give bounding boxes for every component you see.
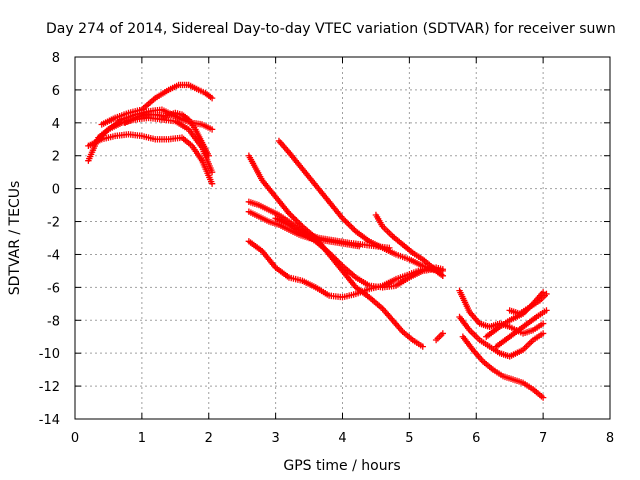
data-point (439, 330, 447, 337)
y-tick-label: -14 (39, 413, 60, 428)
data-point (208, 126, 216, 133)
x-tick-label: 2 (205, 431, 213, 446)
y-tick-label: -2 (47, 216, 60, 231)
series-arc-4 (98, 81, 216, 128)
data-point (343, 219, 351, 226)
y-tick-label: -6 (47, 281, 60, 296)
y-tick-label: 0 (52, 183, 60, 198)
data-point (346, 222, 354, 229)
y-tick-label: -8 (47, 314, 60, 329)
data-point (439, 267, 447, 275)
data-point (208, 168, 216, 176)
series-arc-13 (432, 330, 447, 344)
data-point (539, 320, 547, 327)
y-tick-label: 4 (52, 117, 60, 132)
x-tick-label: 7 (539, 431, 547, 446)
y-tick-label: -10 (39, 347, 60, 362)
x-tick-label: 4 (338, 431, 346, 446)
data-point (288, 213, 296, 220)
y-tick-label: 6 (52, 84, 60, 99)
series-arc-1 (85, 131, 216, 187)
data-point (543, 290, 550, 298)
data-point (342, 217, 349, 225)
x-axis-label: GPS time / hours (283, 458, 400, 474)
y-axis-label: SDTVAR / TECUs (7, 181, 23, 296)
data-point (208, 94, 216, 102)
data-point (208, 180, 216, 187)
x-tick-label: 0 (71, 431, 79, 446)
series-arc-16 (459, 333, 547, 401)
data-point (539, 394, 547, 401)
data-point (356, 243, 363, 250)
data-series (85, 81, 550, 401)
grid (75, 57, 610, 419)
data-point (205, 152, 212, 159)
data-point (543, 307, 550, 314)
series-arc-19 (493, 307, 550, 350)
x-tick-label: 8 (606, 431, 614, 446)
data-point (349, 225, 357, 232)
data-point (539, 330, 547, 337)
x-tick-label: 6 (472, 431, 480, 446)
data-point (419, 343, 426, 350)
series-arc-5 (121, 109, 212, 159)
series-arc-12 (272, 215, 447, 291)
y-tick-label: 8 (52, 51, 60, 66)
y-tick-label: -12 (39, 380, 60, 395)
y-tick-label: 2 (52, 150, 60, 165)
axis-ticks: 0 1 2 3 4 5 6 7 8 -14 -12 -10 -8 -6 -4 -2 0 2 4 6 8 (39, 51, 614, 446)
x-tick-label: 3 (271, 431, 279, 446)
y-tick-label: -4 (47, 248, 60, 263)
x-tick-label: 1 (138, 431, 146, 446)
x-tick-label: 5 (405, 431, 413, 446)
data-point (348, 223, 355, 231)
chart-title: Day 274 of 2014, Sidereal Day-to-day VTE… (46, 21, 616, 37)
series-arc-18 (506, 290, 550, 317)
